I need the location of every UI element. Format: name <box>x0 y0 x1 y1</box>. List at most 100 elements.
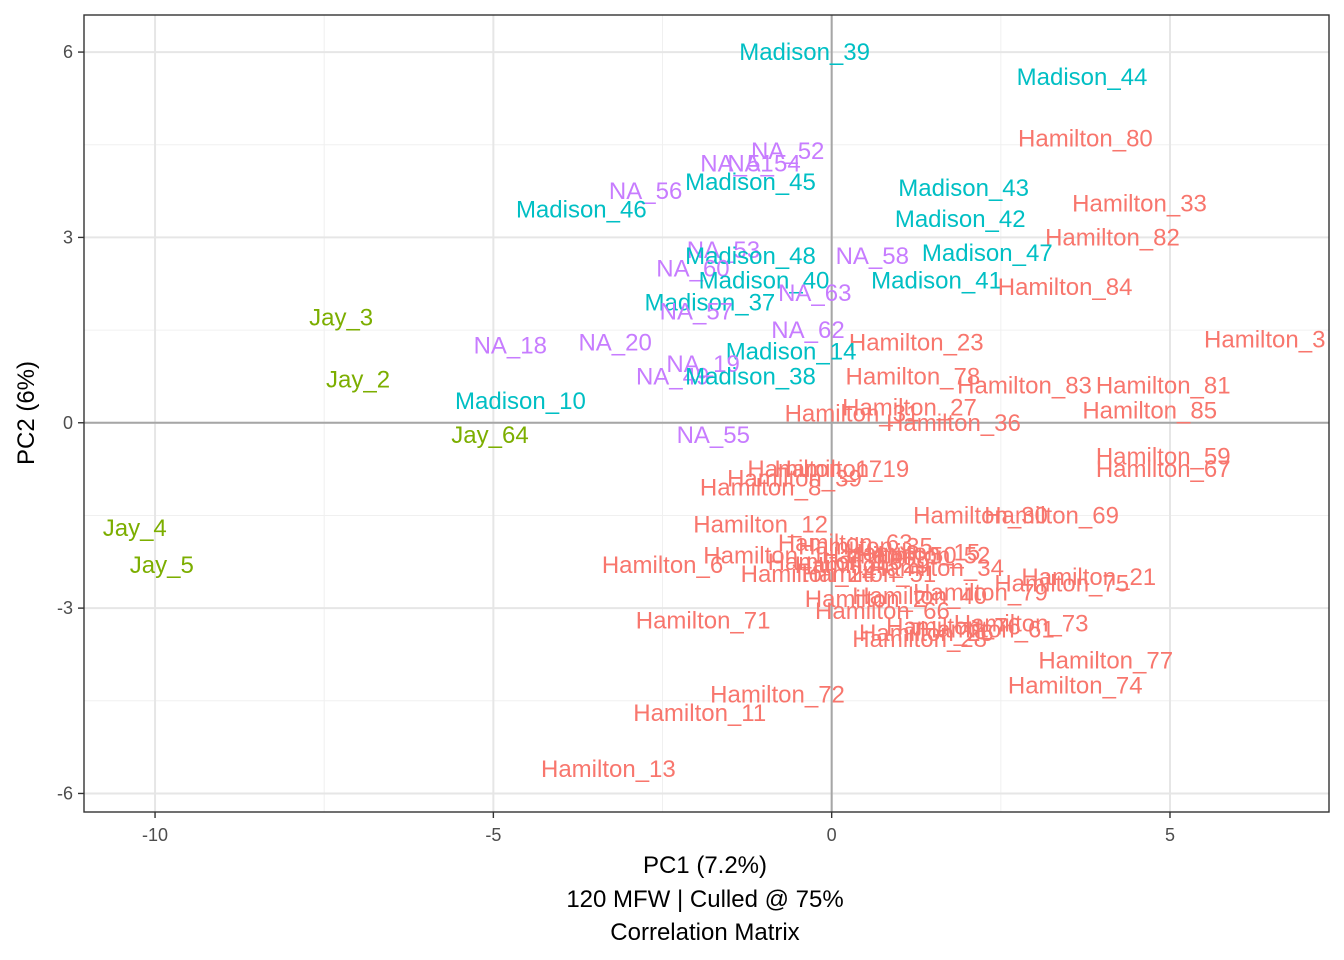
point-label-madison-38: Madison_38 <box>685 363 816 390</box>
point-label-hamilton-34: Hamilton_34 <box>869 555 1004 582</box>
point-label-jay-3: Jay_3 <box>309 305 373 332</box>
point-label-jay-2: Jay_2 <box>326 367 390 394</box>
point-label-hamilton-74: Hamilton_74 <box>1008 672 1143 699</box>
point-labels: Madison_39Madison_44Hamilton_80NA_52NA_5… <box>103 39 1326 783</box>
point-label-hamilton-52: Hamilton_52 <box>856 543 991 570</box>
point-label-hamilton-1: Hamilton_1 <box>703 543 824 570</box>
point-label-hamilton-30: Hamilton_30 <box>913 502 1048 529</box>
point-label-hamilton-76: Hamilton_76 <box>886 614 1021 641</box>
point-label-na-51: NA_51 <box>700 150 773 177</box>
point-label-hamilton-79: Hamilton_79 <box>913 580 1048 607</box>
point-label-hamilton-80: Hamilton_80 <box>1018 126 1153 153</box>
x-tick-label: -5 <box>485 825 501 845</box>
point-label-hamilton-67: Hamilton_67 <box>1096 456 1231 483</box>
point-label-hamilton-29: Hamilton_29 <box>795 552 930 579</box>
point-label-hamilton-85: Hamilton_85 <box>1082 397 1217 424</box>
point-label-hamilton-28: Hamilton_28 <box>852 626 987 653</box>
y-tick-label: 0 <box>63 413 73 433</box>
minor-grid <box>84 15 1329 812</box>
point-label-na-60: NA_60 <box>656 255 729 282</box>
x-tick-label: 5 <box>1165 825 1175 845</box>
point-label-hamilton-39: Hamilton_39 <box>727 465 862 492</box>
x-tick-label: 0 <box>827 825 837 845</box>
x-tick-label: -10 <box>142 825 168 845</box>
point-label-jay-64: Jay_64 <box>451 422 528 449</box>
point-label-hamilton-40: Hamilton_40 <box>852 583 987 610</box>
point-label-hamilton-17: Hamilton_17 <box>747 456 882 483</box>
y-axis-ticks: -6 -3 0 3 6 <box>57 42 84 803</box>
point-label-madison-46: Madison_46 <box>516 197 647 224</box>
point-label-hamilton-75: Hamilton_75 <box>994 570 1129 597</box>
point-label-madison-42: Madison_42 <box>895 206 1026 233</box>
point-label-madison-37: Madison_37 <box>645 289 776 316</box>
y-axis-title: PC2 (6%) <box>13 361 40 465</box>
point-label-hamilton-81: Hamilton_81 <box>1096 373 1231 400</box>
point-label-hamilton-27: Hamilton_27 <box>842 394 977 421</box>
point-label-na-18: NA_18 <box>474 333 547 360</box>
x-axis-title-line-3: Correlation Matrix <box>610 919 799 946</box>
point-label-na-58: NA_58 <box>836 243 909 270</box>
point-label-madison-44: Madison_44 <box>1017 64 1148 91</box>
point-label-hamilton-78: Hamilton_78 <box>845 363 980 390</box>
point-label-hamilton-50: Hamilton_50 <box>822 543 957 570</box>
point-label-hamilton-16: Hamilton_16 <box>768 549 903 576</box>
point-label-hamilton-13: Hamilton_13 <box>541 756 676 783</box>
point-label-hamilton-6: Hamilton_6 <box>602 552 723 579</box>
point-label-madison-43: Madison_43 <box>898 175 1029 202</box>
point-label-hamilton-72: Hamilton_72 <box>710 682 845 709</box>
point-label-na-63: NA_63 <box>778 280 851 307</box>
point-label-madison-40: Madison_40 <box>699 268 830 295</box>
point-label-na-52: NA_52 <box>751 138 824 165</box>
point-label-hamilton-59: Hamilton_59 <box>1096 444 1231 471</box>
panel-border <box>83 14 1330 813</box>
point-label-jay-5: Jay_5 <box>130 552 194 579</box>
point-label-hamilton-12: Hamilton_12 <box>693 512 828 539</box>
point-label-hamilton-15: Hamilton_15 <box>845 540 980 567</box>
point-label-hamilton-23: Hamilton_23 <box>849 329 984 356</box>
point-label-jay-4: Jay_4 <box>103 515 167 542</box>
x-axis-title-line-1: PC1 (7.2%) <box>643 852 767 879</box>
point-label-hamilton-8: Hamilton_8 <box>700 475 821 502</box>
point-label-hamilton-66: Hamilton_66 <box>815 598 950 625</box>
x-axis-ticks: -10 -5 0 5 <box>142 812 1175 845</box>
point-label-na-62: NA_62 <box>771 317 844 344</box>
point-label-hamilton-61: Hamilton_61 <box>920 617 1055 644</box>
point-label-hamilton-3: Hamilton_3 <box>1204 326 1325 353</box>
point-label-hamilton-83: Hamilton_83 <box>957 373 1092 400</box>
point-label-madison-48: Madison_48 <box>685 243 816 270</box>
point-label-hamilton-69: Hamilton_69 <box>984 502 1119 529</box>
y-tick-label: 3 <box>63 227 73 247</box>
point-label-hamilton-31: Hamilton_31 <box>785 401 920 428</box>
y-tick-label: -3 <box>57 598 73 618</box>
point-label-na-57: NA_57 <box>660 299 733 326</box>
point-label-hamilton-24: Hamilton_24 <box>741 561 876 588</box>
y-tick-label: 6 <box>63 42 73 62</box>
point-label-hamilton-2: Hamilton_2 <box>805 586 926 613</box>
point-label-na-20: NA_20 <box>578 329 651 356</box>
point-label-hamilton-36: Hamilton_36 <box>886 410 1021 437</box>
y-tick-label: -6 <box>57 783 73 803</box>
point-label-hamilton-84: Hamilton_84 <box>998 274 1133 301</box>
point-label-na-54: NA_54 <box>727 150 800 177</box>
point-label-na-53: NA_53 <box>687 237 760 264</box>
point-label-hamilton-51: Hamilton_51 <box>802 561 937 588</box>
point-label-hamilton-82: Hamilton_82 <box>1045 224 1180 251</box>
point-label-hamilton-33: Hamilton_33 <box>1072 190 1207 217</box>
point-label-hamilton-77: Hamilton_77 <box>1038 648 1173 675</box>
point-label-hamilton-26: Hamilton_26 <box>859 620 994 647</box>
point-label-madison-10: Madison_10 <box>455 388 586 415</box>
point-label-madison-45: Madison_45 <box>685 169 816 196</box>
point-label-madison-47: Madison_47 <box>922 240 1053 267</box>
point-label-hamilton-19: Hamilton_19 <box>774 456 909 483</box>
point-label-madison-41: Madison_41 <box>871 268 1002 295</box>
point-label-na-56: NA_56 <box>609 178 682 205</box>
point-label-na-19: NA_19 <box>666 351 739 378</box>
zero-reference-lines <box>84 15 1329 812</box>
point-label-na-55: NA_55 <box>677 422 750 449</box>
point-label-na-49: NA_49 <box>636 363 709 390</box>
x-axis-title-line-2: 120 MFW | Culled @ 75% <box>566 886 843 913</box>
point-label-madison-39: Madison_39 <box>739 39 870 66</box>
point-label-hamilton-11: Hamilton_11 <box>633 700 766 727</box>
point-label-hamilton-63: Hamilton_63 <box>778 530 913 557</box>
